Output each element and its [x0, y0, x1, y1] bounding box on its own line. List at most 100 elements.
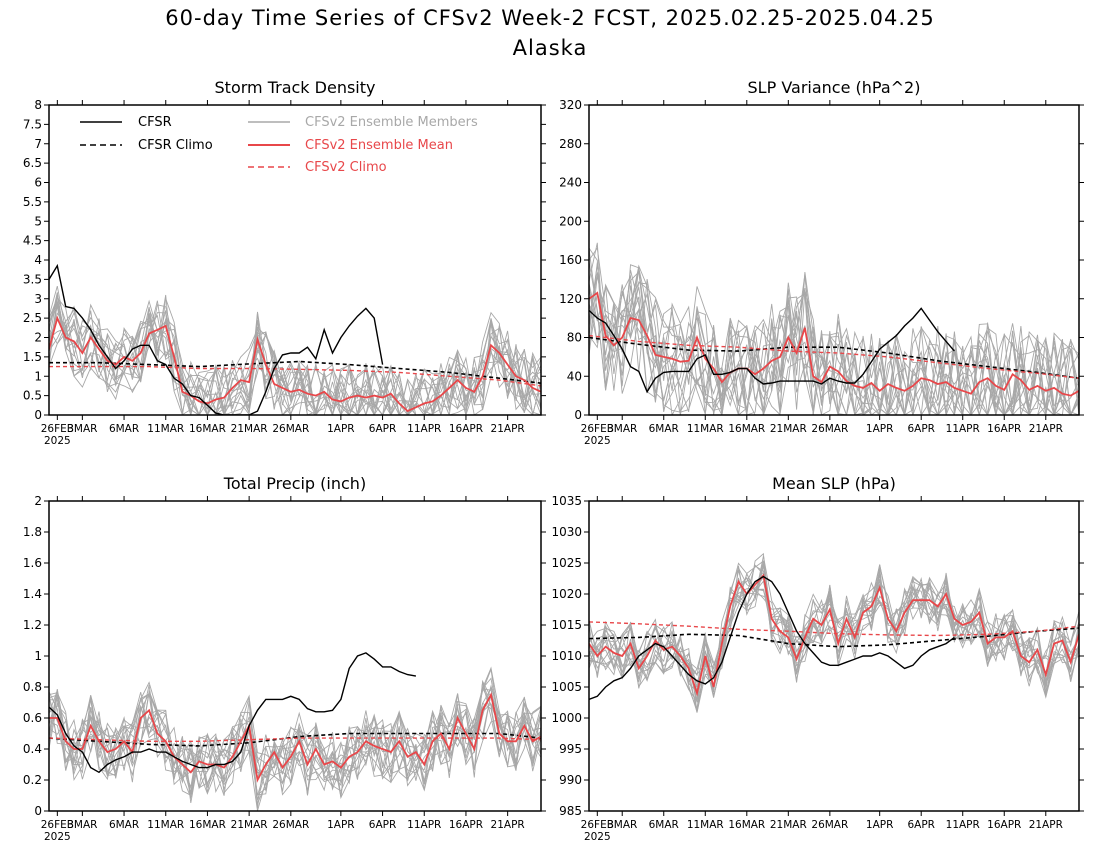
y-tick-label: 995	[559, 742, 582, 756]
y-tick-label: 7.5	[23, 117, 42, 131]
y-tick-label: 0	[34, 408, 42, 422]
ensemble-member-line	[589, 283, 1079, 415]
y-tick-label: 6	[34, 176, 42, 190]
x-tick-label: 11APR	[946, 819, 980, 831]
x-tick-label: 6MAR	[109, 423, 139, 435]
x-tick-label: 21MAR	[231, 819, 268, 831]
legend-label-members: CFSv2 Ensemble Members	[305, 115, 478, 130]
cfsr-line	[589, 575, 955, 701]
x-tick-label: 26FEB	[581, 423, 614, 435]
x-tick-label: 21APR	[1029, 423, 1063, 435]
y-tick-label: 3.5	[23, 272, 42, 286]
ensemble-member-line	[589, 552, 1079, 693]
x-tick-label: 21APR	[491, 423, 525, 435]
x-tick-label: 26FEB	[41, 423, 74, 435]
y-tick-label: 7	[34, 137, 42, 151]
cfsr-climo-line	[589, 627, 1079, 648]
y-tick-label: 1005	[551, 680, 582, 694]
cfsv2-climo-line	[589, 621, 1079, 637]
x-tick-label: 21APR	[491, 819, 525, 831]
y-tick-label: 4	[34, 253, 42, 267]
x-tick-label: 11MAR	[147, 423, 184, 435]
ensemble-member-line	[589, 247, 1079, 415]
figure-title: 60-day Time Series of CFSv2 Week-2 FCST,…	[165, 6, 935, 30]
ensemble-member-line	[49, 297, 541, 415]
x-tick-label: 26MAR	[811, 423, 848, 435]
cfsr-line	[49, 652, 417, 774]
x-tick-label: 6APR	[907, 423, 935, 435]
legend-label-cfsr-climo: CFSR Climo	[138, 138, 213, 153]
legend-label-mean: CFSv2 Ensemble Mean	[305, 138, 453, 153]
y-tick-label: 1000	[551, 711, 582, 725]
ensemble-member-line	[49, 298, 541, 415]
x-tick-label: 16MAR	[189, 423, 226, 435]
ensemble-member-line	[589, 261, 1079, 415]
y-tick-label: 120	[559, 292, 582, 306]
panel-title: Mean SLP (hPa)	[772, 474, 896, 493]
ensemble-member-line	[589, 246, 1079, 415]
panel-storm-track-density: Storm Track Density 0 0.5 1 1.5 2 2.5 3 3.5 4 4.5 5…	[23, 78, 546, 447]
x-tick-label: 16APR	[987, 423, 1021, 435]
y-tick-label: 0.6	[23, 711, 42, 725]
y-tick-label: 1020	[551, 587, 582, 601]
legend: CFSR CFSR Climo CFSv2 Ensemble Members C…	[80, 115, 478, 175]
y-tick-label: 0.5	[23, 389, 42, 403]
y-tick-label: 1.2	[23, 618, 42, 632]
x-tick-label: 1APR	[327, 819, 355, 831]
y-tick-label: 1.4	[23, 587, 42, 601]
x-tick-label: 1APR	[327, 423, 355, 435]
x-tick-label: 3MAR	[67, 819, 97, 831]
y-tick-label: 0.8	[23, 680, 42, 694]
x-tick-label: 6APR	[369, 819, 397, 831]
ensemble-mean-line	[589, 291, 1079, 397]
x-tick-label: 16MAR	[728, 423, 765, 435]
x-tick-label: 6MAR	[109, 819, 139, 831]
legend-label-cfsr: CFSR	[138, 115, 172, 130]
y-tick-label: 0	[34, 804, 42, 818]
y-tick-label: 280	[559, 137, 582, 151]
x-tick-label: 11APR	[946, 423, 980, 435]
panel-total-precip: Total Precip (inch) 0 0.2 0.4 0.6 0.8 1 1.2 1.4 1…	[23, 474, 546, 843]
x-tick-label: 26FEB	[581, 819, 614, 831]
ensemble-member-line	[49, 666, 541, 794]
y-tick-label: 40	[567, 369, 582, 383]
y-tick-label: 4.5	[23, 234, 42, 248]
plot-area	[589, 552, 1079, 713]
y-tick-label: 0.4	[23, 742, 42, 756]
cfsv2-climo-line	[589, 334, 1079, 379]
y-tick-label: 1015	[551, 618, 582, 632]
plot-area	[589, 242, 1079, 415]
y-tick-label: 80	[567, 331, 582, 345]
y-tick-label: 1.6	[23, 556, 42, 570]
ensemble-member-line	[589, 285, 1079, 415]
y-tick-label: 1025	[551, 556, 582, 570]
ensemble-member-line	[589, 582, 1079, 712]
ensemble-member-line	[49, 687, 541, 798]
x-tick-label: 26MAR	[811, 819, 848, 831]
panel-mean-slp: Mean SLP (hPa) 985 990 995 1000 1005 1010 1015 1…	[551, 474, 1084, 843]
x-year-label: 2025	[44, 831, 71, 843]
x-tick-label: 16APR	[449, 423, 483, 435]
x-tick-label: 3MAR	[67, 423, 97, 435]
cfsr-line	[589, 307, 955, 394]
x-tick-label: 11MAR	[687, 423, 724, 435]
y-tick-label: 1035	[551, 494, 582, 508]
plot-area	[49, 652, 541, 811]
panel-title: SLP Variance (hPa^2)	[748, 78, 921, 97]
y-tick-label: 1.5	[23, 350, 42, 364]
ensemble-mean-line	[49, 692, 541, 783]
x-tick-label: 3MAR	[607, 423, 637, 435]
x-tick-label: 26FEB	[41, 819, 74, 831]
x-tick-label: 11APR	[407, 819, 441, 831]
x-tick-label: 11APR	[407, 423, 441, 435]
y-tick-label: 0.2	[23, 773, 42, 787]
x-tick-label: 1APR	[866, 819, 894, 831]
x-tick-label: 11MAR	[147, 819, 184, 831]
ensemble-member-line	[589, 588, 1079, 713]
y-tick-label: 2	[34, 331, 42, 345]
x-tick-label: 26MAR	[272, 819, 309, 831]
x-year-label: 2025	[584, 831, 611, 843]
y-tick-label: 5	[34, 214, 42, 228]
ensemble-mean-line	[49, 315, 541, 413]
